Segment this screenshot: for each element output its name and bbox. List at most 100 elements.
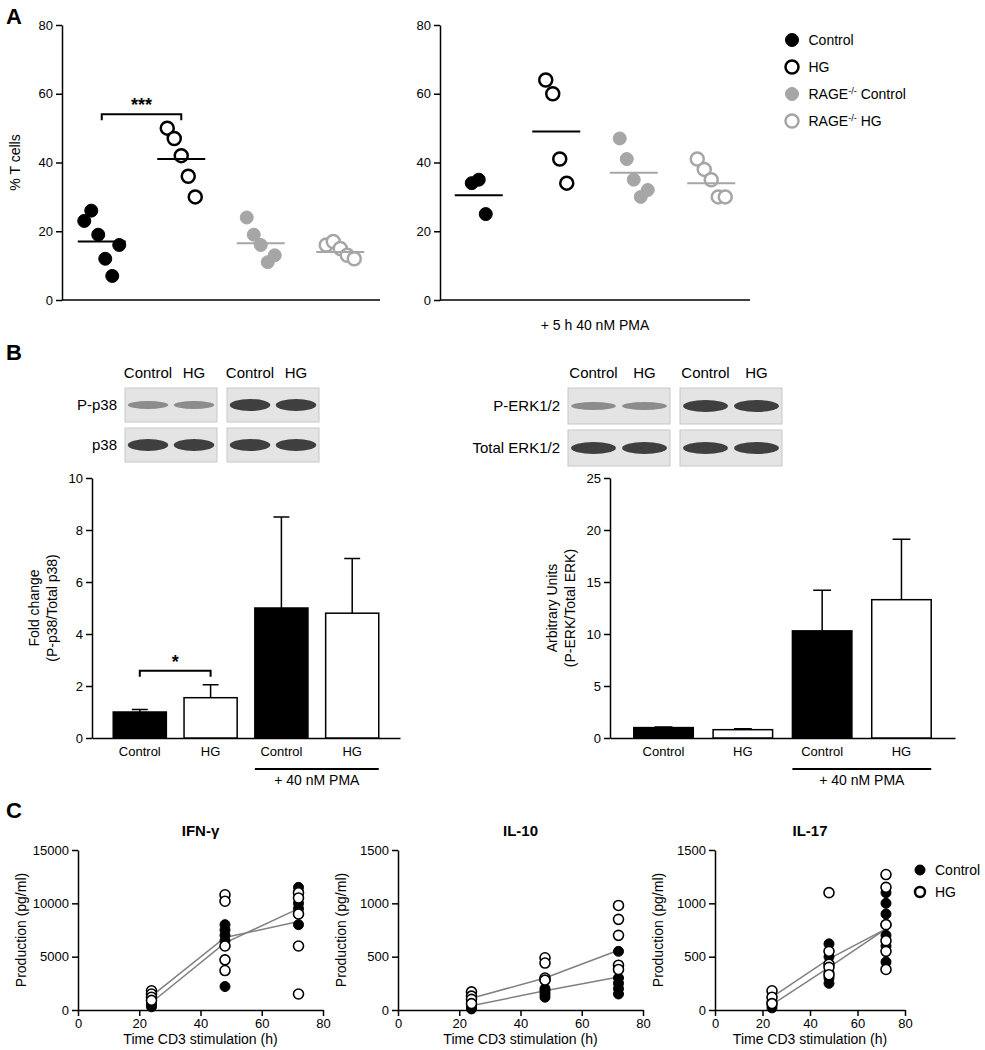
tick-label: 5 — [594, 679, 601, 694]
tick-label: 0 — [75, 1016, 82, 1031]
tick: 5000 — [40, 949, 78, 964]
tick-mark — [434, 25, 440, 27]
blot-band — [571, 442, 616, 454]
tick: 1000 — [677, 896, 715, 911]
tick: Control — [643, 744, 685, 759]
tick: 4 — [76, 627, 92, 642]
tick-label: 0 — [424, 293, 431, 308]
plot-area — [113, 517, 379, 738]
tick: 2 — [76, 679, 92, 694]
bar — [872, 600, 931, 738]
tick: Control — [801, 744, 843, 759]
mean-line — [316, 251, 364, 253]
data-point — [881, 936, 891, 946]
plot-area — [467, 900, 624, 1013]
blot-row-label: P-p38 — [77, 396, 117, 413]
data-point — [294, 989, 304, 999]
tick-mark — [604, 686, 610, 688]
yticks-axis: 050001000015000 — [33, 843, 79, 1018]
legend-label: HG — [809, 59, 830, 75]
tick-label: 20 — [417, 224, 431, 239]
tick: 40 — [194, 1010, 208, 1031]
tick: 25 — [587, 471, 610, 486]
data-point — [294, 941, 304, 951]
data-point — [220, 966, 230, 976]
tick-mark — [86, 634, 92, 636]
tick-label: 60 — [255, 1016, 269, 1031]
tick-label: 20 — [587, 523, 601, 538]
legend: ControlHGRAGE-/- ControlRAGE-/- HG — [786, 32, 906, 129]
blot-image — [125, 428, 217, 462]
blot-band — [683, 442, 728, 454]
x-axis-title: + 5 h 40 nM PMA — [541, 317, 650, 333]
blot-row-label: Total ERK1/2 — [472, 439, 560, 456]
tick: 20 — [453, 1010, 467, 1031]
xticks-axis: 020406080 — [75, 1010, 331, 1031]
tick-label: 0 — [395, 1016, 402, 1031]
tick: 20 — [39, 224, 62, 239]
plot-area — [78, 122, 365, 283]
blot-band — [734, 400, 779, 412]
tick-label: 0 — [699, 1003, 706, 1018]
yticks-axis: 050010001500 — [360, 843, 398, 1018]
error-bar — [734, 729, 752, 730]
blot-band — [622, 402, 667, 410]
data-point — [220, 920, 230, 930]
tick-mark — [810, 1010, 812, 1016]
blot-image — [680, 388, 782, 424]
lane-label: Control — [226, 364, 274, 381]
data-point — [220, 955, 230, 965]
tick-label: 6 — [76, 575, 83, 590]
tick-mark — [905, 1010, 907, 1016]
legend-marker — [786, 34, 799, 47]
tick-mark — [604, 530, 610, 532]
tick-label: HG — [892, 744, 912, 759]
tick-label: 15 — [587, 575, 601, 590]
tick: 40 — [39, 155, 62, 170]
lane-label: Control — [569, 364, 617, 381]
data-point — [824, 970, 834, 980]
data-point — [767, 999, 777, 1009]
data-point — [220, 896, 230, 906]
data-point — [614, 930, 624, 940]
tick-label: HG — [342, 744, 362, 759]
tick-mark — [392, 956, 398, 958]
legend-label: Control — [809, 32, 854, 48]
data-point — [620, 153, 633, 166]
x-axis-line — [440, 299, 750, 301]
tick-label: 10000 — [33, 896, 69, 911]
tick-label: 5000 — [40, 949, 69, 964]
tick: 500 — [684, 949, 715, 964]
tick-mark — [762, 1010, 764, 1016]
tick-mark — [434, 94, 440, 96]
tick-mark — [709, 850, 715, 852]
tick-mark — [56, 231, 62, 233]
data-point — [294, 909, 304, 919]
error-bar — [203, 685, 219, 698]
axis-line — [92, 479, 94, 739]
legend-marker — [786, 115, 799, 128]
x-axis-title: Time CD3 stimulation (h) — [443, 1031, 597, 1047]
lane-label: Control — [124, 364, 172, 381]
chart-panel: 0510152025ControlHGControlHG+ 40 nM PMAA… — [472, 364, 955, 788]
tick-label: 1500 — [360, 843, 389, 858]
tick-label: 15000 — [33, 843, 69, 858]
blot-band — [622, 442, 667, 454]
data-point — [719, 190, 732, 203]
tick: 0 — [46, 293, 62, 308]
tick-label: 0 — [594, 731, 601, 746]
data-point — [627, 173, 640, 186]
tick-mark — [398, 1010, 400, 1016]
lane-label: HG — [745, 364, 768, 381]
data-point — [106, 269, 119, 282]
lane-label: HG — [633, 364, 656, 381]
tick: HG — [733, 744, 753, 759]
tick-label: 60 — [39, 86, 53, 101]
tick-mark — [78, 1010, 80, 1016]
blot-image — [125, 388, 217, 422]
tick: 1500 — [360, 843, 398, 858]
bar — [713, 730, 772, 738]
tick-label: 500 — [367, 949, 389, 964]
data-point — [881, 870, 891, 880]
tick-label: 60 — [851, 1016, 865, 1031]
